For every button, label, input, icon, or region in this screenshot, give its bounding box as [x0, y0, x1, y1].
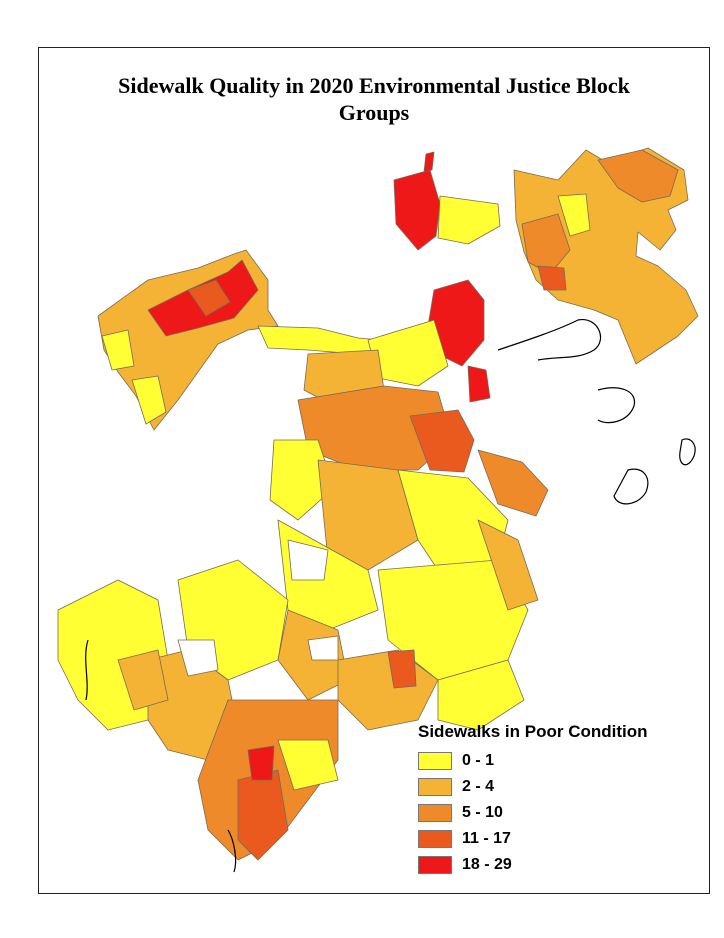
- region-hyde-park-core: [247, 745, 275, 781]
- region-dorchester-east: [477, 519, 539, 611]
- region-south-boston-east: [477, 449, 549, 517]
- region-ashmont: [387, 649, 417, 689]
- region-east-boston-strip: [557, 193, 591, 237]
- region-east-boston-south: [537, 265, 567, 291]
- region-charlestown-pier: [423, 151, 435, 173]
- region-hyde-park-south: [237, 769, 289, 861]
- legend-item: 18 - 29: [418, 852, 648, 878]
- legend-item: 2 - 4: [418, 774, 648, 800]
- region-readville: [277, 739, 339, 791]
- region-dorchester-south: [437, 659, 525, 731]
- legend-item: 0 - 1: [418, 748, 648, 774]
- map-legend: Sidewalks in Poor Condition 0 - 1 2 - 4 …: [418, 722, 648, 878]
- legend-label: 18 - 29: [462, 856, 512, 873]
- legend-swatch: [418, 856, 452, 874]
- map-title-line-2: Groups: [338, 100, 410, 125]
- legend-swatch: [418, 752, 452, 770]
- region-charlestown-yard: [437, 195, 501, 245]
- region-west-roxbury-north: [117, 649, 169, 711]
- map-title-line-1: Sidewalk Quality in 2020 Environmental J…: [118, 73, 630, 98]
- region-brighton-west: [101, 329, 135, 371]
- legend-swatch: [418, 804, 452, 822]
- coastline-harbor: [497, 319, 601, 361]
- legend-item: 11 - 17: [418, 826, 648, 852]
- coastline-southwest: [85, 639, 89, 701]
- region-brighton-south: [131, 375, 167, 425]
- map-title: Sidewalk Quality in 2020 Environmental J…: [38, 72, 710, 126]
- legend-swatch: [418, 830, 452, 848]
- coastline-island-2: [613, 468, 649, 505]
- legend-item: 5 - 10: [418, 800, 648, 826]
- region-charlestown-navy: [393, 169, 441, 251]
- legend-title: Sidewalks in Poor Condition: [418, 722, 648, 741]
- region-roxbury: [317, 459, 419, 571]
- legend-label: 11 - 17: [462, 830, 511, 847]
- region-arboretum: [287, 539, 329, 581]
- choropleth-map: [57, 147, 699, 873]
- region-jp-pond: [177, 639, 219, 677]
- region-south-boston: [409, 409, 475, 473]
- region-east-boston-north: [597, 149, 679, 203]
- region-waterfront: [467, 365, 491, 403]
- coastline-neponset: [227, 829, 237, 873]
- legend-label: 2 - 4: [462, 778, 495, 795]
- legend-label: 0 - 1: [462, 752, 495, 769]
- legend-label: 5 - 10: [462, 804, 503, 821]
- coastline-castle-island: [597, 387, 636, 424]
- region-franklin-park: [307, 635, 339, 661]
- region-brighton-inner: [187, 279, 231, 317]
- coastline-island-1: [679, 438, 696, 466]
- region-east-boston-west: [521, 213, 571, 275]
- legend-swatch: [418, 778, 452, 796]
